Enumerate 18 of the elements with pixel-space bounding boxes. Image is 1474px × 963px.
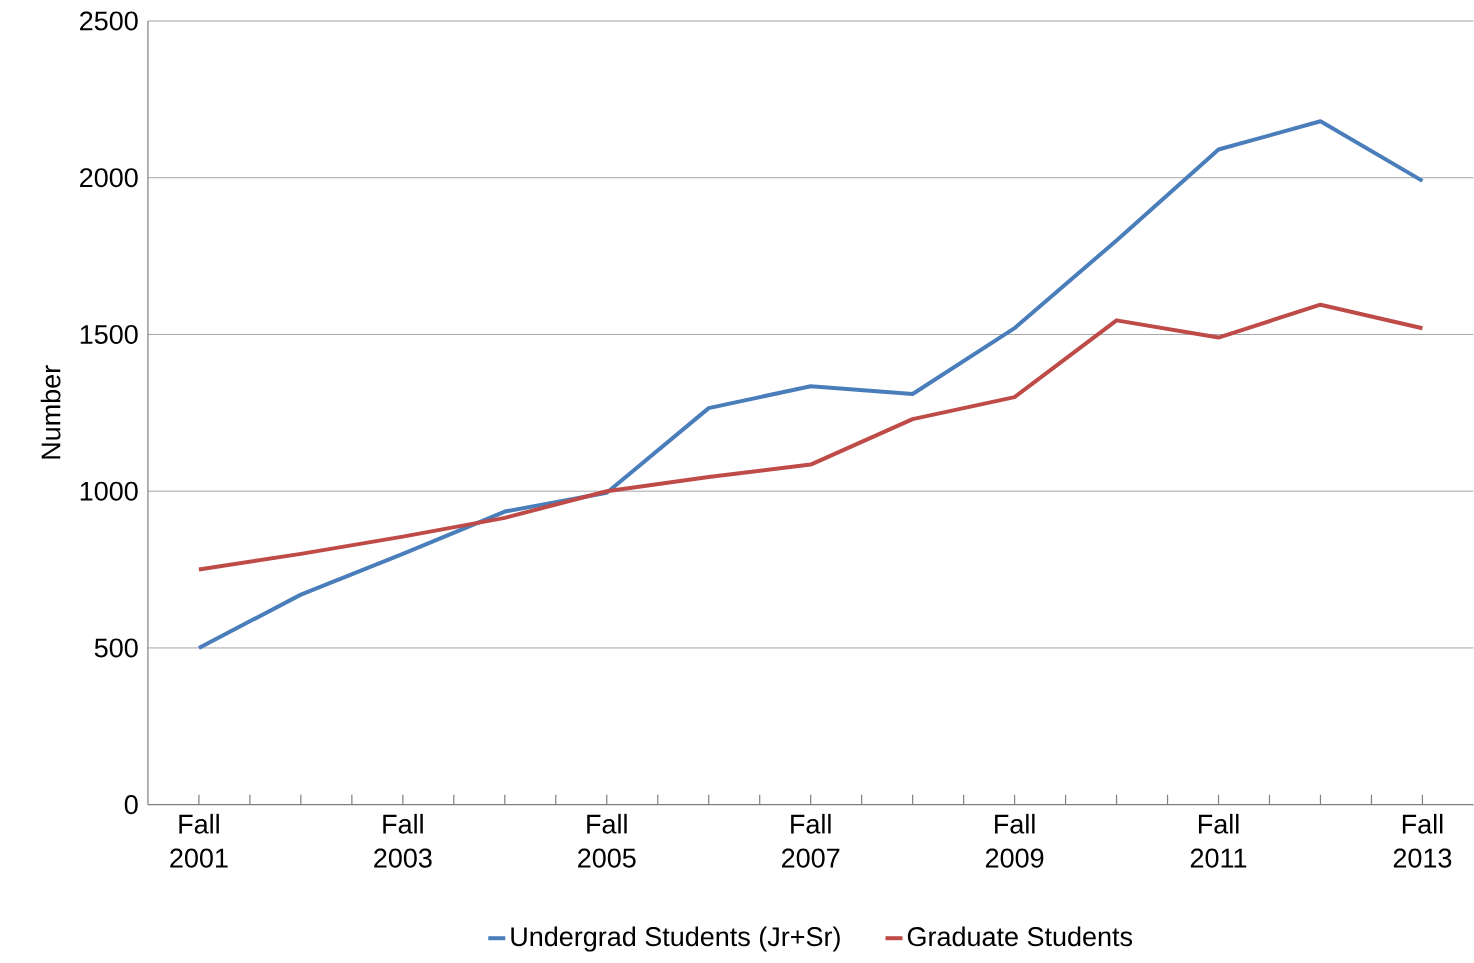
legend-label: Undergrad Students (Jr+Sr) bbox=[511, 926, 840, 952]
x-tick-label: Fall 2003 bbox=[374, 814, 432, 868]
y-tick-label: 1500 bbox=[80, 325, 138, 345]
y-axis-title: Number bbox=[40, 365, 61, 459]
y-tick-label: 1000 bbox=[80, 481, 138, 501]
y-tick-label: 500 bbox=[94, 638, 138, 658]
x-tick-label: Fall 2013 bbox=[1393, 814, 1452, 868]
line-series bbox=[196, 119, 1425, 651]
x-tick-label: Fall 2007 bbox=[782, 814, 840, 868]
legend-label: Graduate Students bbox=[907, 926, 1133, 947]
x-tick-label: Fall 2009 bbox=[985, 814, 1044, 868]
x-tick-label: Fall 2011 bbox=[1190, 814, 1247, 868]
line-series bbox=[196, 302, 1425, 572]
x-tick-label: Fall 2005 bbox=[578, 814, 636, 868]
x-tick-label: Fall 2001 bbox=[170, 814, 228, 868]
y-tick-label: 2500 bbox=[80, 11, 138, 31]
y-tick-label: 2000 bbox=[80, 168, 138, 188]
y-tick-label: 0 bbox=[124, 795, 138, 815]
